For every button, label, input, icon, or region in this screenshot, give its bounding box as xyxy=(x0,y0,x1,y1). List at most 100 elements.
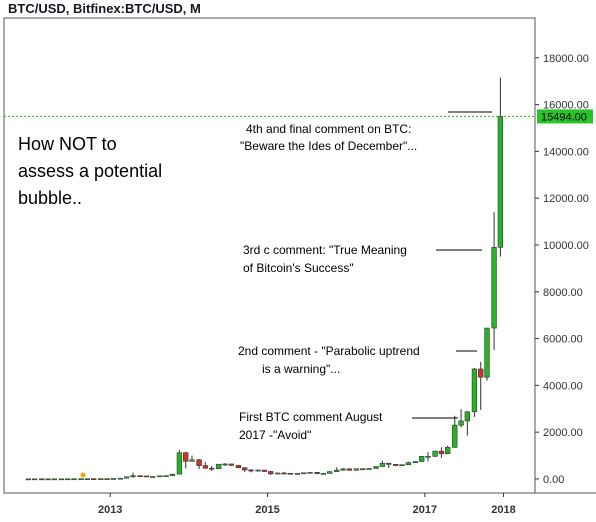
candle-body xyxy=(110,478,117,480)
candle-body xyxy=(399,464,405,467)
candle-body xyxy=(287,472,294,475)
candle-body xyxy=(255,469,261,472)
candle-body xyxy=(150,476,156,478)
candle-body xyxy=(130,475,136,478)
candle-body xyxy=(320,473,327,475)
headline-line-3: bubble.. xyxy=(18,188,82,208)
comment-4-line-2: "Beware the Ides of December"... xyxy=(240,139,417,153)
y-tick-label: 10000.00 xyxy=(543,240,589,252)
candle-body xyxy=(189,459,195,462)
y-tick-label: 0.00 xyxy=(543,474,564,486)
comment-2-line-1: 2nd comment - "Parabolic uptrend xyxy=(238,344,420,358)
candle-body xyxy=(281,472,287,475)
comment-3-line-1: 3rd c comment: "True Meaning xyxy=(243,243,407,257)
x-tick-label: 2013 xyxy=(98,504,122,516)
candle-body xyxy=(71,478,77,481)
candle-body xyxy=(294,473,301,475)
y-tick-label: 16000.00 xyxy=(543,100,589,112)
candle-body xyxy=(169,473,176,476)
candle-body xyxy=(327,471,333,474)
candle-body xyxy=(366,468,372,470)
candle-body xyxy=(464,411,471,422)
candle-body xyxy=(497,116,504,248)
last-price-tag xyxy=(537,109,593,124)
candle-body xyxy=(340,468,346,471)
candle-body xyxy=(393,464,399,466)
candle-body xyxy=(137,475,143,478)
last-price-label: 15494.00 xyxy=(541,111,587,123)
candle-body xyxy=(491,247,497,329)
candle-body xyxy=(25,478,32,481)
y-tick-label: 8000.00 xyxy=(543,287,583,299)
candle-body xyxy=(39,478,45,481)
candle-body xyxy=(307,472,313,474)
candle-body xyxy=(360,468,366,471)
candle-body xyxy=(471,368,478,413)
comment-1-line-1: First BTC comment August xyxy=(239,410,383,424)
candle-body xyxy=(438,450,445,454)
candle-body xyxy=(458,420,464,426)
candle-body xyxy=(183,452,189,462)
candle-body xyxy=(124,476,130,479)
x-tick-label: 2015 xyxy=(255,504,279,516)
y-axis: 0.00 2000.00 4000.00 6000.00 8000.00 10000.00… xyxy=(535,53,589,486)
candle-body xyxy=(45,478,51,481)
candle-body xyxy=(386,462,392,465)
comment-3-line-2: of Bitcoin's Success" xyxy=(243,261,354,275)
candle-body xyxy=(98,478,104,480)
y-tick-label: 4000.00 xyxy=(543,380,583,392)
candle-body xyxy=(452,424,458,448)
candle-body xyxy=(143,475,150,478)
candle-body xyxy=(301,472,307,475)
candle-body xyxy=(176,452,183,475)
y-tick-label: 2000.00 xyxy=(543,427,583,439)
x-tick-label: 2018 xyxy=(491,504,515,516)
candle-body xyxy=(346,468,353,471)
candles xyxy=(25,77,504,481)
candle-body xyxy=(51,478,58,481)
chart-title: BTC/USD, Bitfinex:BTC/USD, M xyxy=(8,1,201,16)
candle-body xyxy=(78,478,84,481)
headline-line-1: How NOT to xyxy=(18,134,117,154)
candle-body xyxy=(163,475,169,477)
candle-body xyxy=(242,467,248,471)
candle-body xyxy=(202,465,209,469)
candle-body xyxy=(275,472,281,475)
candle-body xyxy=(222,463,228,466)
candle-body xyxy=(314,472,320,474)
candle-body xyxy=(84,478,91,480)
x-axis: 2013 2015 2017 2018 xyxy=(98,493,516,516)
y-tick-label: 14000.00 xyxy=(543,146,589,158)
candle-body xyxy=(379,462,386,467)
comment-1-line-2: 2017 -"Avoid" xyxy=(239,428,311,442)
y-tick-label: 6000.00 xyxy=(543,334,583,346)
comment-2-line-2: is a warning"... xyxy=(262,362,340,376)
candle-body xyxy=(248,469,254,472)
candle-body xyxy=(445,447,451,454)
candle-body xyxy=(228,463,235,466)
x-tick-label: 2017 xyxy=(413,504,437,516)
candle-body xyxy=(216,463,222,469)
candle-body xyxy=(209,467,215,470)
candle-body xyxy=(419,456,425,462)
candle-body xyxy=(91,478,97,480)
candle-body xyxy=(32,478,38,481)
candle-body xyxy=(157,475,163,478)
start-marker xyxy=(80,472,86,478)
comment-4-line-1: 4th and final comment on BTC: xyxy=(246,122,411,136)
candle-body xyxy=(235,465,242,469)
candle-body xyxy=(432,450,438,457)
candle-body xyxy=(261,469,268,472)
candle-body xyxy=(373,466,379,469)
candle-body xyxy=(484,327,490,378)
candle-body xyxy=(334,469,340,472)
candle-body xyxy=(405,462,412,466)
candle-body xyxy=(104,478,110,480)
y-tick-label: 18000.00 xyxy=(543,53,589,65)
candle-body xyxy=(268,471,274,475)
headline-line-2: assess a potential xyxy=(18,161,162,181)
candle-body xyxy=(117,477,124,480)
candle-body xyxy=(353,468,360,471)
y-tick-label: 12000.00 xyxy=(543,193,589,205)
